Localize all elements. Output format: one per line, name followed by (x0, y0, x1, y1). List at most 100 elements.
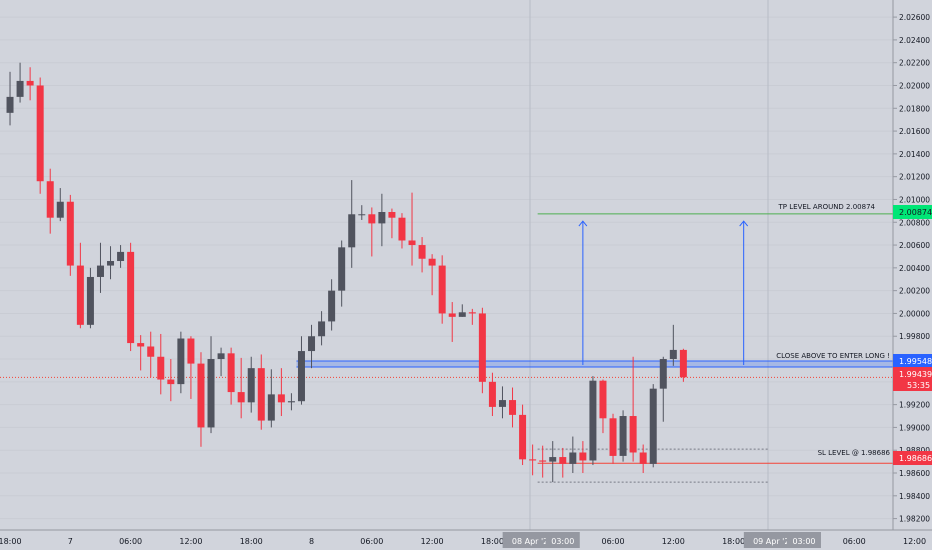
candle-body[interactable] (468, 312, 476, 314)
candle-body[interactable] (86, 276, 94, 325)
candle-body[interactable] (217, 353, 225, 360)
candle[interactable] (297, 336, 305, 405)
candle[interactable] (348, 180, 356, 268)
candle-body[interactable] (458, 312, 466, 317)
candle[interactable] (539, 445, 547, 478)
candle[interactable] (227, 347, 235, 405)
candle-body[interactable] (378, 212, 386, 224)
candle-body[interactable] (247, 368, 255, 403)
candle[interactable] (458, 304, 466, 317)
candle-body[interactable] (418, 245, 426, 259)
candle[interactable] (529, 444, 537, 476)
candle-body[interactable] (398, 217, 406, 241)
candle[interactable] (418, 237, 426, 273)
candle[interactable] (6, 71, 14, 126)
candle-body[interactable] (629, 416, 637, 453)
candle-body[interactable] (157, 356, 165, 380)
candle[interactable] (619, 410, 627, 462)
entry-zone[interactable] (296, 360, 893, 367)
horizontal-levels[interactable] (0, 213, 893, 464)
candle-body[interactable] (66, 201, 74, 266)
candle-body[interactable] (659, 359, 667, 389)
candle[interactable] (207, 336, 215, 434)
candle-body[interactable] (428, 258, 436, 266)
candle-body[interactable] (539, 460, 547, 462)
projection-arrow[interactable] (739, 220, 749, 365)
candle[interactable] (16, 62, 24, 103)
candle[interactable] (519, 404, 527, 466)
candle[interactable] (308, 324, 316, 369)
candle[interactable] (629, 356, 637, 462)
candle-body[interactable] (197, 363, 205, 428)
candles[interactable] (6, 62, 687, 483)
candle-body[interactable] (368, 214, 376, 224)
candle-body[interactable] (46, 181, 54, 218)
candle[interactable] (569, 436, 577, 474)
candle[interactable] (287, 393, 295, 411)
candle[interactable] (247, 356, 255, 413)
candle-body[interactable] (488, 381, 496, 407)
candle-body[interactable] (579, 452, 587, 461)
candle-body[interactable] (498, 400, 506, 407)
candle-body[interactable] (478, 313, 486, 382)
candle[interactable] (147, 331, 155, 378)
candle-body[interactable] (408, 240, 416, 246)
candle[interactable] (328, 279, 336, 331)
candle-body[interactable] (609, 418, 617, 456)
candle-body[interactable] (297, 351, 305, 402)
candle[interactable] (26, 67, 34, 101)
candle-body[interactable] (277, 394, 285, 403)
candle[interactable] (257, 354, 265, 430)
candle[interactable] (117, 245, 125, 268)
candle-body[interactable] (237, 392, 245, 403)
candle-body[interactable] (679, 349, 687, 378)
candle-body[interactable] (147, 346, 155, 357)
candle[interactable] (438, 255, 446, 324)
candle-body[interactable] (669, 349, 677, 360)
candle[interactable] (197, 352, 205, 447)
candle-body[interactable] (338, 247, 346, 291)
candle[interactable] (559, 447, 567, 478)
candle-body[interactable] (177, 338, 185, 385)
candle[interactable] (157, 333, 165, 395)
candle-body[interactable] (287, 401, 295, 403)
candle-body[interactable] (348, 214, 356, 248)
candle[interactable] (86, 267, 94, 329)
candle[interactable] (277, 368, 285, 417)
candle[interactable] (368, 207, 376, 257)
candle[interactable] (187, 336, 195, 399)
projection-arrow[interactable] (578, 220, 588, 365)
candle[interactable] (358, 205, 366, 220)
candle[interactable] (509, 387, 517, 428)
candle[interactable] (177, 331, 185, 394)
candle-body[interactable] (639, 452, 647, 464)
candle[interactable] (468, 308, 476, 325)
candle[interactable] (448, 302, 456, 342)
candle-body[interactable] (438, 265, 446, 314)
candle[interactable] (378, 193, 386, 247)
candle-body[interactable] (569, 452, 577, 464)
candle-body[interactable] (167, 379, 175, 385)
candle-body[interactable] (187, 338, 195, 364)
candle[interactable] (167, 359, 175, 402)
candle[interactable] (318, 311, 326, 346)
candle[interactable] (669, 324, 677, 366)
candle[interactable] (56, 188, 64, 222)
candle-body[interactable] (529, 459, 537, 461)
candle[interactable] (338, 240, 346, 307)
candle-body[interactable] (16, 80, 24, 97)
candle[interactable] (488, 372, 496, 417)
candle-body[interactable] (76, 265, 84, 325)
candle-body[interactable] (26, 80, 34, 86)
candle-body[interactable] (448, 313, 456, 317)
candle[interactable] (107, 246, 115, 280)
candle-body[interactable] (117, 251, 125, 262)
candle[interactable] (388, 208, 396, 239)
candle[interactable] (237, 357, 245, 419)
candle-body[interactable] (6, 96, 14, 113)
candle[interactable] (659, 356, 667, 422)
candle-body[interactable] (388, 212, 396, 218)
candle[interactable] (96, 242, 104, 293)
candle[interactable] (579, 441, 587, 474)
